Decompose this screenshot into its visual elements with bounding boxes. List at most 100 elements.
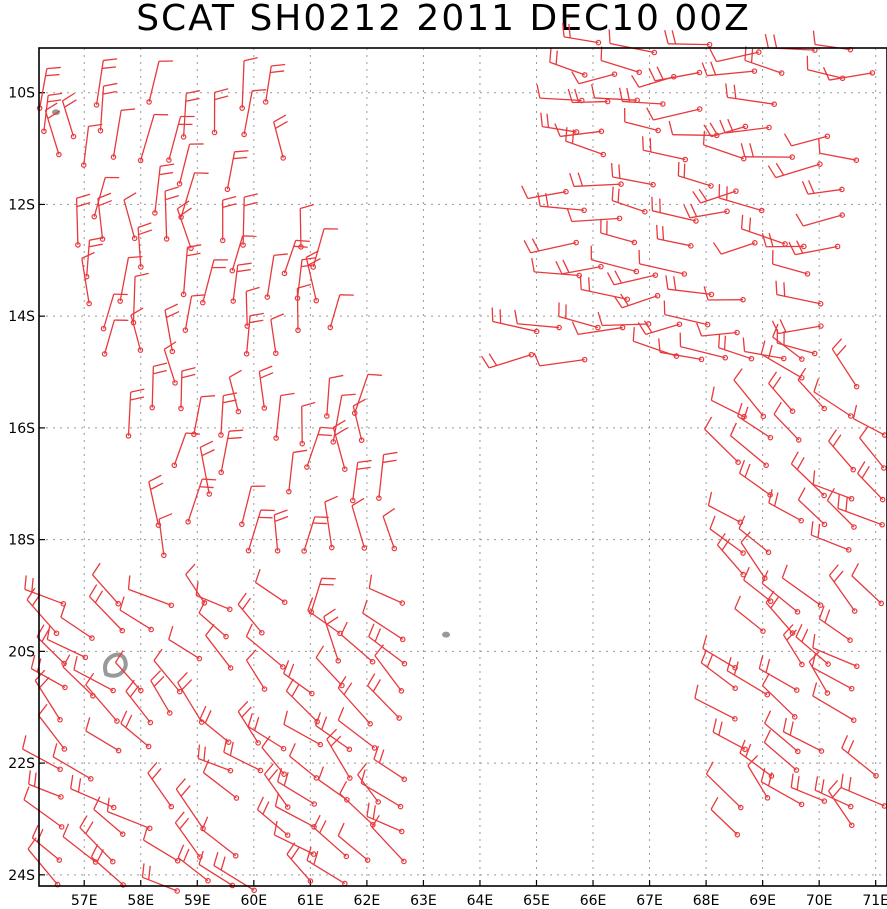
wind-barb bbox=[554, 123, 605, 138]
wind-barb bbox=[742, 337, 787, 362]
wind-barb bbox=[352, 398, 366, 444]
wind-barb bbox=[130, 272, 149, 326]
wind-barb bbox=[61, 92, 77, 140]
wind-barb bbox=[171, 432, 200, 469]
wind-barb bbox=[600, 218, 638, 246]
land-masses bbox=[51, 109, 451, 678]
wind-barb bbox=[163, 341, 178, 386]
wind-barb bbox=[73, 655, 116, 694]
wind-barb bbox=[712, 718, 748, 753]
wind-barb bbox=[783, 133, 831, 147]
wind-barb bbox=[21, 735, 63, 773]
wind-barb bbox=[374, 644, 405, 694]
wind-barb bbox=[223, 738, 264, 774]
wind-barb bbox=[130, 307, 144, 353]
wind-barb bbox=[230, 262, 252, 304]
wind-barb bbox=[137, 222, 153, 270]
wind-barb bbox=[337, 822, 371, 863]
wind-barb bbox=[726, 657, 771, 698]
wind-barb bbox=[702, 130, 747, 162]
lat-lon-grid bbox=[39, 48, 887, 886]
wind-barb bbox=[273, 392, 295, 441]
wind-barb bbox=[36, 624, 67, 667]
wind-barb bbox=[163, 186, 179, 242]
wind-barb bbox=[286, 449, 308, 495]
wind-barb bbox=[150, 670, 173, 716]
wind-barb bbox=[38, 703, 68, 752]
wind-barb bbox=[340, 621, 376, 665]
wind-barb bbox=[719, 118, 772, 134]
wind-barb bbox=[795, 212, 845, 227]
wind-barb bbox=[110, 108, 136, 160]
wind-barb bbox=[771, 319, 824, 335]
lat-label: 22S bbox=[8, 756, 35, 772]
wind-barb bbox=[62, 654, 96, 699]
wind-barb bbox=[276, 768, 318, 807]
wind-barb bbox=[371, 814, 407, 865]
wind-barb bbox=[180, 89, 201, 140]
wind-barb bbox=[606, 270, 659, 286]
wind-barb bbox=[567, 88, 611, 105]
wind-barb bbox=[199, 440, 215, 497]
wind-barb bbox=[540, 112, 580, 135]
wind-barb bbox=[733, 368, 767, 420]
wind-barb bbox=[148, 474, 164, 528]
wind-barb bbox=[195, 581, 233, 613]
wind-barb bbox=[366, 802, 405, 835]
wind-barb bbox=[743, 566, 774, 605]
wind-barb bbox=[725, 83, 778, 107]
wind-barb bbox=[315, 645, 345, 689]
wind-barb bbox=[718, 183, 765, 214]
wind-barb bbox=[85, 672, 120, 724]
wind-barb bbox=[153, 648, 183, 695]
wind-barb bbox=[97, 192, 113, 242]
lat-label: 16S bbox=[8, 421, 35, 437]
wind-barb bbox=[81, 251, 95, 307]
wind-barb bbox=[168, 625, 203, 662]
wind-barb bbox=[747, 754, 771, 801]
wind-barb bbox=[264, 253, 288, 300]
wind-barb bbox=[790, 451, 827, 499]
wind-barb bbox=[536, 84, 585, 104]
wind-barb bbox=[261, 735, 287, 777]
wind-barb bbox=[308, 577, 336, 615]
wind-barb bbox=[177, 844, 211, 884]
wind-barb bbox=[801, 180, 845, 195]
wind-barb bbox=[337, 676, 373, 727]
wind-barb bbox=[610, 162, 656, 188]
wind-barb bbox=[93, 58, 118, 108]
wind-barb bbox=[768, 489, 804, 524]
wind-barb bbox=[91, 562, 122, 607]
wind-barb bbox=[93, 796, 126, 837]
wind-barb bbox=[566, 207, 623, 223]
wind-barb bbox=[760, 768, 805, 808]
wind-barb bbox=[101, 319, 129, 357]
wind-barb bbox=[658, 338, 705, 363]
wind-barb bbox=[618, 87, 666, 107]
wind-barb bbox=[812, 30, 854, 53]
wind-barb bbox=[701, 61, 758, 77]
wind-barb bbox=[120, 710, 152, 750]
wind-barb bbox=[258, 365, 274, 411]
wind-barb bbox=[642, 136, 689, 163]
wind-barb bbox=[273, 114, 288, 161]
wind-barb bbox=[202, 759, 240, 801]
wind-barb bbox=[840, 773, 887, 809]
wind-barb bbox=[814, 776, 854, 810]
wind-barb bbox=[806, 55, 846, 82]
wind-barb bbox=[683, 203, 730, 219]
wind-barb bbox=[229, 235, 257, 274]
wind-barb bbox=[813, 378, 854, 419]
wind-barb bbox=[679, 332, 729, 361]
wind-barb bbox=[710, 386, 747, 420]
wind-barb bbox=[326, 728, 353, 781]
lon-label: 70E bbox=[806, 893, 833, 909]
longitude-labels: 57E 58E 59E 60E 61E 62E 63E 64E 65E 66E 67E 68E 69E 7… bbox=[71, 893, 887, 909]
wind-barb bbox=[197, 744, 234, 774]
wind-barb bbox=[306, 846, 348, 887]
wind-barb bbox=[531, 257, 583, 279]
wind-barb bbox=[481, 351, 535, 369]
wind-barb bbox=[740, 143, 796, 160]
wind-barb bbox=[382, 507, 398, 552]
wind-barb bbox=[613, 292, 661, 309]
